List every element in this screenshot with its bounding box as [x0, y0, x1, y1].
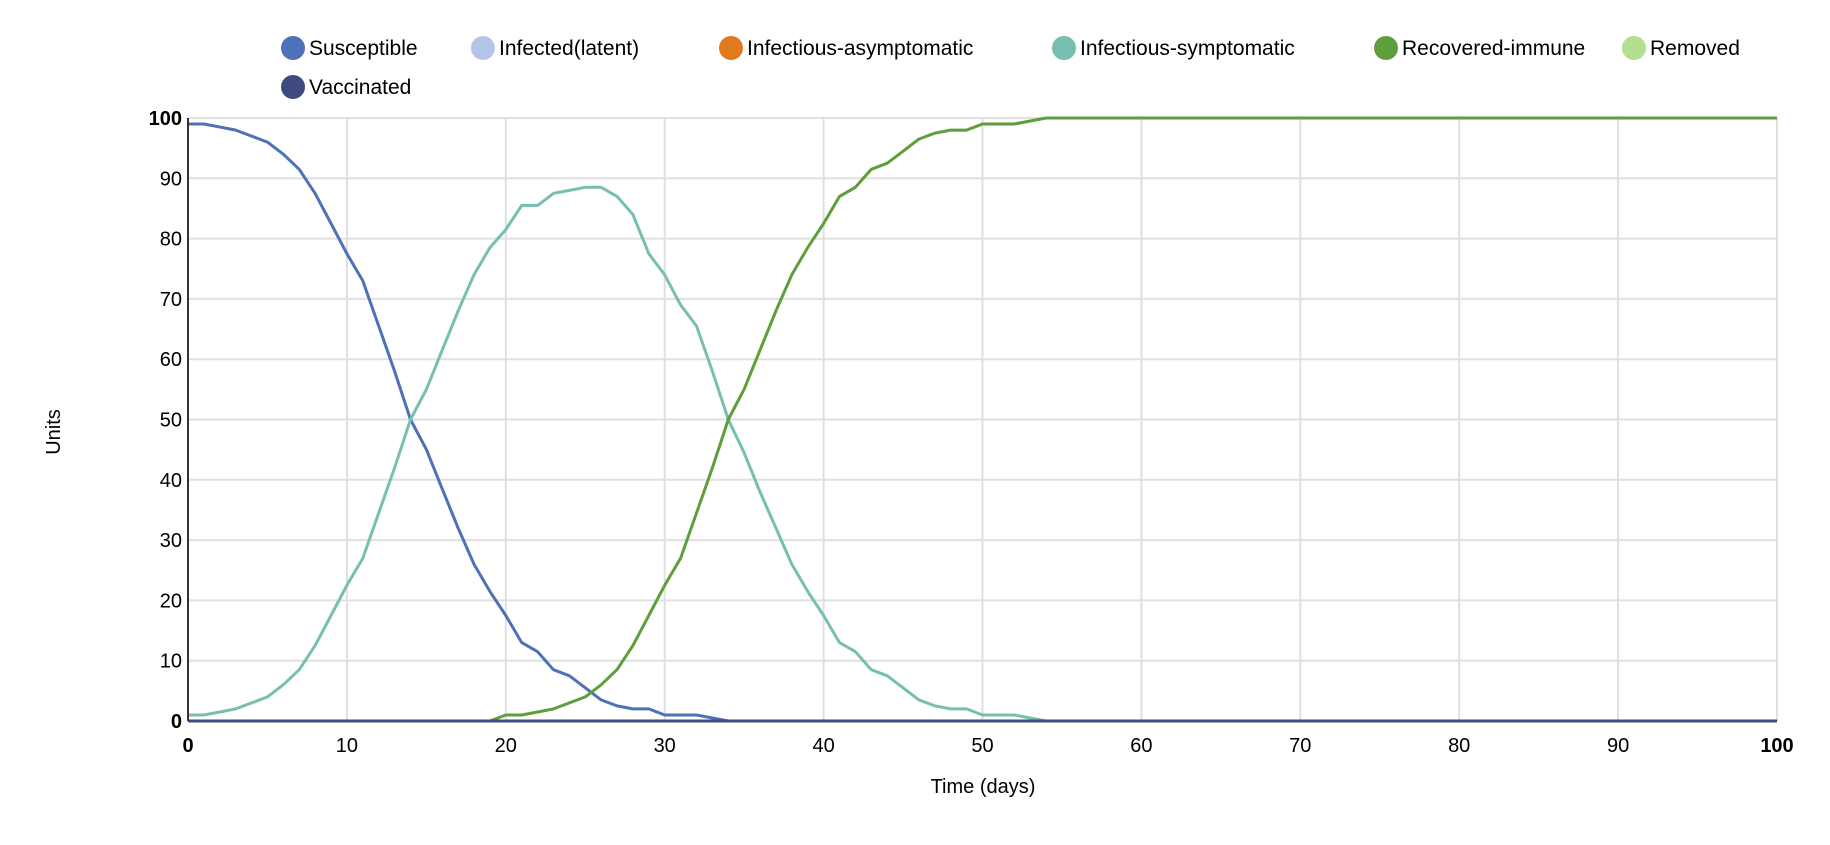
legend-marker-icon — [1622, 36, 1646, 60]
y-tick-label: 90 — [160, 168, 182, 190]
legend-item[interactable]: Removed — [1622, 36, 1740, 60]
y-tick-label: 30 — [160, 530, 182, 552]
x-axis-label: Time (days) — [931, 776, 1036, 798]
x-tick-label: 0 — [182, 735, 193, 757]
legend-label: Recovered-immune — [1402, 37, 1585, 60]
legend-label: Vaccinated — [309, 76, 411, 99]
series-line-infectious-symptomatic — [188, 185, 1777, 723]
legend-label: Susceptible — [309, 37, 418, 60]
y-axis-label: Units — [43, 409, 65, 455]
legend-label: Infected(latent) — [499, 37, 639, 60]
legend-item[interactable]: Vaccinated — [281, 75, 411, 99]
legend-label: Infectious-symptomatic — [1080, 37, 1295, 60]
y-tick-label: 40 — [160, 470, 182, 492]
legend-item[interactable]: Recovered-immune — [1374, 36, 1585, 60]
legend-label: Removed — [1650, 37, 1740, 60]
legend-marker-icon — [281, 75, 305, 99]
legend-item[interactable]: Infected(latent) — [471, 36, 639, 60]
legend: Susceptible Infected(latent) Infectious-as… — [281, 36, 1740, 99]
legend-item[interactable]: Susceptible — [281, 36, 418, 60]
x-tick-label: 80 — [1448, 735, 1470, 757]
y-tick-label: 0 — [171, 711, 182, 733]
x-tick-label: 20 — [495, 735, 517, 757]
y-tick-labels: 0 10 20 30 40 50 60 70 80 90 100 — [149, 108, 182, 733]
y-tick-label: 70 — [160, 289, 182, 311]
y-tick-label: 100 — [149, 108, 182, 130]
legend-marker-icon — [1052, 36, 1076, 60]
series-line-susceptible — [188, 122, 1777, 723]
y-tick-label: 50 — [160, 410, 182, 432]
legend-item[interactable]: Infectious-symptomatic — [1052, 36, 1295, 60]
y-tick-label: 80 — [160, 229, 182, 251]
legend-marker-icon — [719, 36, 743, 60]
x-tick-labels: 0 10 20 30 40 50 60 70 80 90 100 — [182, 735, 1793, 757]
legend-marker-icon — [1374, 36, 1398, 60]
x-tick-label: 50 — [971, 735, 993, 757]
y-tick-label: 60 — [160, 349, 182, 371]
legend-label: Infectious-asymptomatic — [747, 37, 973, 60]
y-tick-label: 20 — [160, 590, 182, 612]
series-line-recovered-immune — [188, 116, 1777, 723]
x-tick-label: 70 — [1289, 735, 1311, 757]
legend-item[interactable]: Infectious-asymptomatic — [719, 36, 973, 60]
x-tick-label: 30 — [654, 735, 676, 757]
grid-lines — [187, 117, 1778, 722]
y-tick-label: 10 — [160, 651, 182, 673]
legend-marker-icon — [471, 36, 495, 60]
x-tick-label: 10 — [336, 735, 358, 757]
x-tick-label: 90 — [1607, 735, 1629, 757]
x-tick-label: 100 — [1760, 735, 1793, 757]
legend-marker-icon — [281, 36, 305, 60]
series-lines — [188, 116, 1777, 723]
x-tick-label: 60 — [1130, 735, 1152, 757]
x-tick-label: 40 — [812, 735, 834, 757]
